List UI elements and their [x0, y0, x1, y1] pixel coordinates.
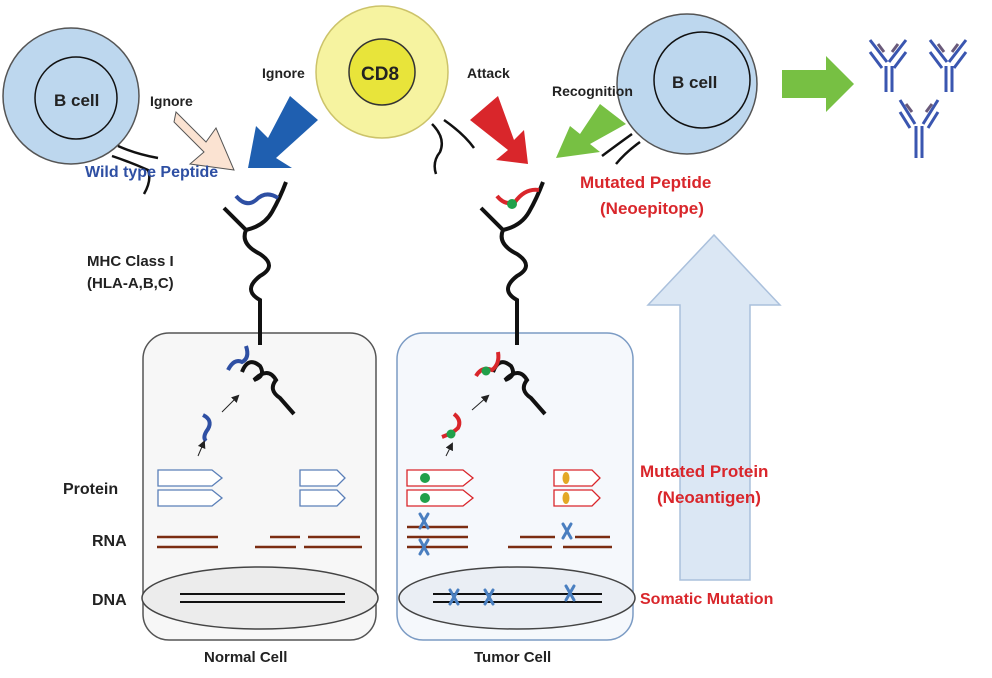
tumor-loading-peptide-dot [481, 366, 491, 376]
tumor-dna [433, 593, 602, 603]
cd8-label: CD8 [361, 64, 399, 85]
b-cell-right-receptor [601, 132, 641, 165]
antibody-production-arrow [782, 56, 854, 112]
protein-mutation-dots [420, 472, 570, 504]
normal-cell-label: Normal Cell [204, 649, 287, 666]
tumor-free-peptide-dot [446, 429, 456, 439]
tumor-cell-label: Tumor Cell [474, 649, 551, 666]
recognition-label: Recognition [552, 83, 633, 99]
cd8-receptor [431, 118, 476, 175]
mutated-protein-label-line2: (Neoantigen) [657, 488, 761, 507]
somatic-mutation-label: Somatic Mutation [640, 591, 773, 608]
normal-mhc-surface [222, 181, 288, 345]
ignore-label-left: Ignore [150, 93, 193, 109]
mutation-progression-arrow [646, 233, 782, 581]
normal-free-peptide [202, 413, 212, 443]
normal-surface-peptide [234, 192, 280, 206]
tumor-processing-arrow-1 [445, 442, 453, 457]
tumor-surface-peptide-dot [507, 199, 517, 209]
antibody-icon [868, 39, 968, 158]
mhc-label-line2: (HLA-A,B,C) [87, 275, 174, 292]
normal-nucleus [141, 566, 379, 630]
wild-type-peptide-label: Wild type Peptide [85, 164, 218, 181]
normal-rna [157, 535, 362, 549]
normal-mhc-loading [240, 360, 296, 416]
tumor-mhc-surface [479, 181, 545, 345]
mutated-peptide-label-line2: (Neoepitope) [600, 199, 704, 218]
b-cell-right [616, 13, 758, 155]
b-cell-right-label: B cell [672, 73, 717, 92]
tumor-rna [407, 525, 612, 549]
dna-label: DNA [92, 592, 127, 609]
cd8-nucleus [348, 38, 416, 106]
rna-label: RNA [92, 533, 127, 550]
attack-label: Attack [467, 65, 510, 81]
rna-mutation-x-icons [418, 512, 573, 556]
ignore-arrow-left [173, 110, 235, 171]
mhc-label-line1: MHC Class I [87, 253, 174, 270]
b-cell-left-receptor [111, 144, 159, 195]
attack-arrow [470, 96, 528, 164]
normal-proteins [157, 469, 346, 507]
tumor-loading-peptide [474, 351, 501, 378]
normal-processing-arrow-2 [221, 394, 240, 413]
normal-processing-arrow-1 [197, 440, 206, 457]
normal-dna [180, 593, 345, 603]
normal-loading-peptide [226, 345, 250, 371]
b-cell-left-nucleus [34, 56, 118, 140]
b-cell-left-label: B cell [54, 91, 99, 110]
dna-mutation-x-icons [448, 584, 576, 606]
mutated-peptide-label-line1: Mutated Peptide [580, 173, 711, 192]
mutated-protein-label-line1: Mutated Protein [640, 462, 768, 481]
tumor-processing-arrow-2 [471, 394, 490, 411]
protein-label: Protein [63, 481, 118, 498]
tumor-mhc-loading [491, 360, 547, 416]
b-cell-left [2, 27, 140, 165]
ignore-arrow-center [248, 96, 318, 168]
ignore-label-center: Ignore [262, 65, 305, 81]
recognition-arrow [556, 104, 626, 158]
tumor-nucleus [398, 566, 636, 630]
b-cell-right-nucleus [653, 31, 751, 129]
